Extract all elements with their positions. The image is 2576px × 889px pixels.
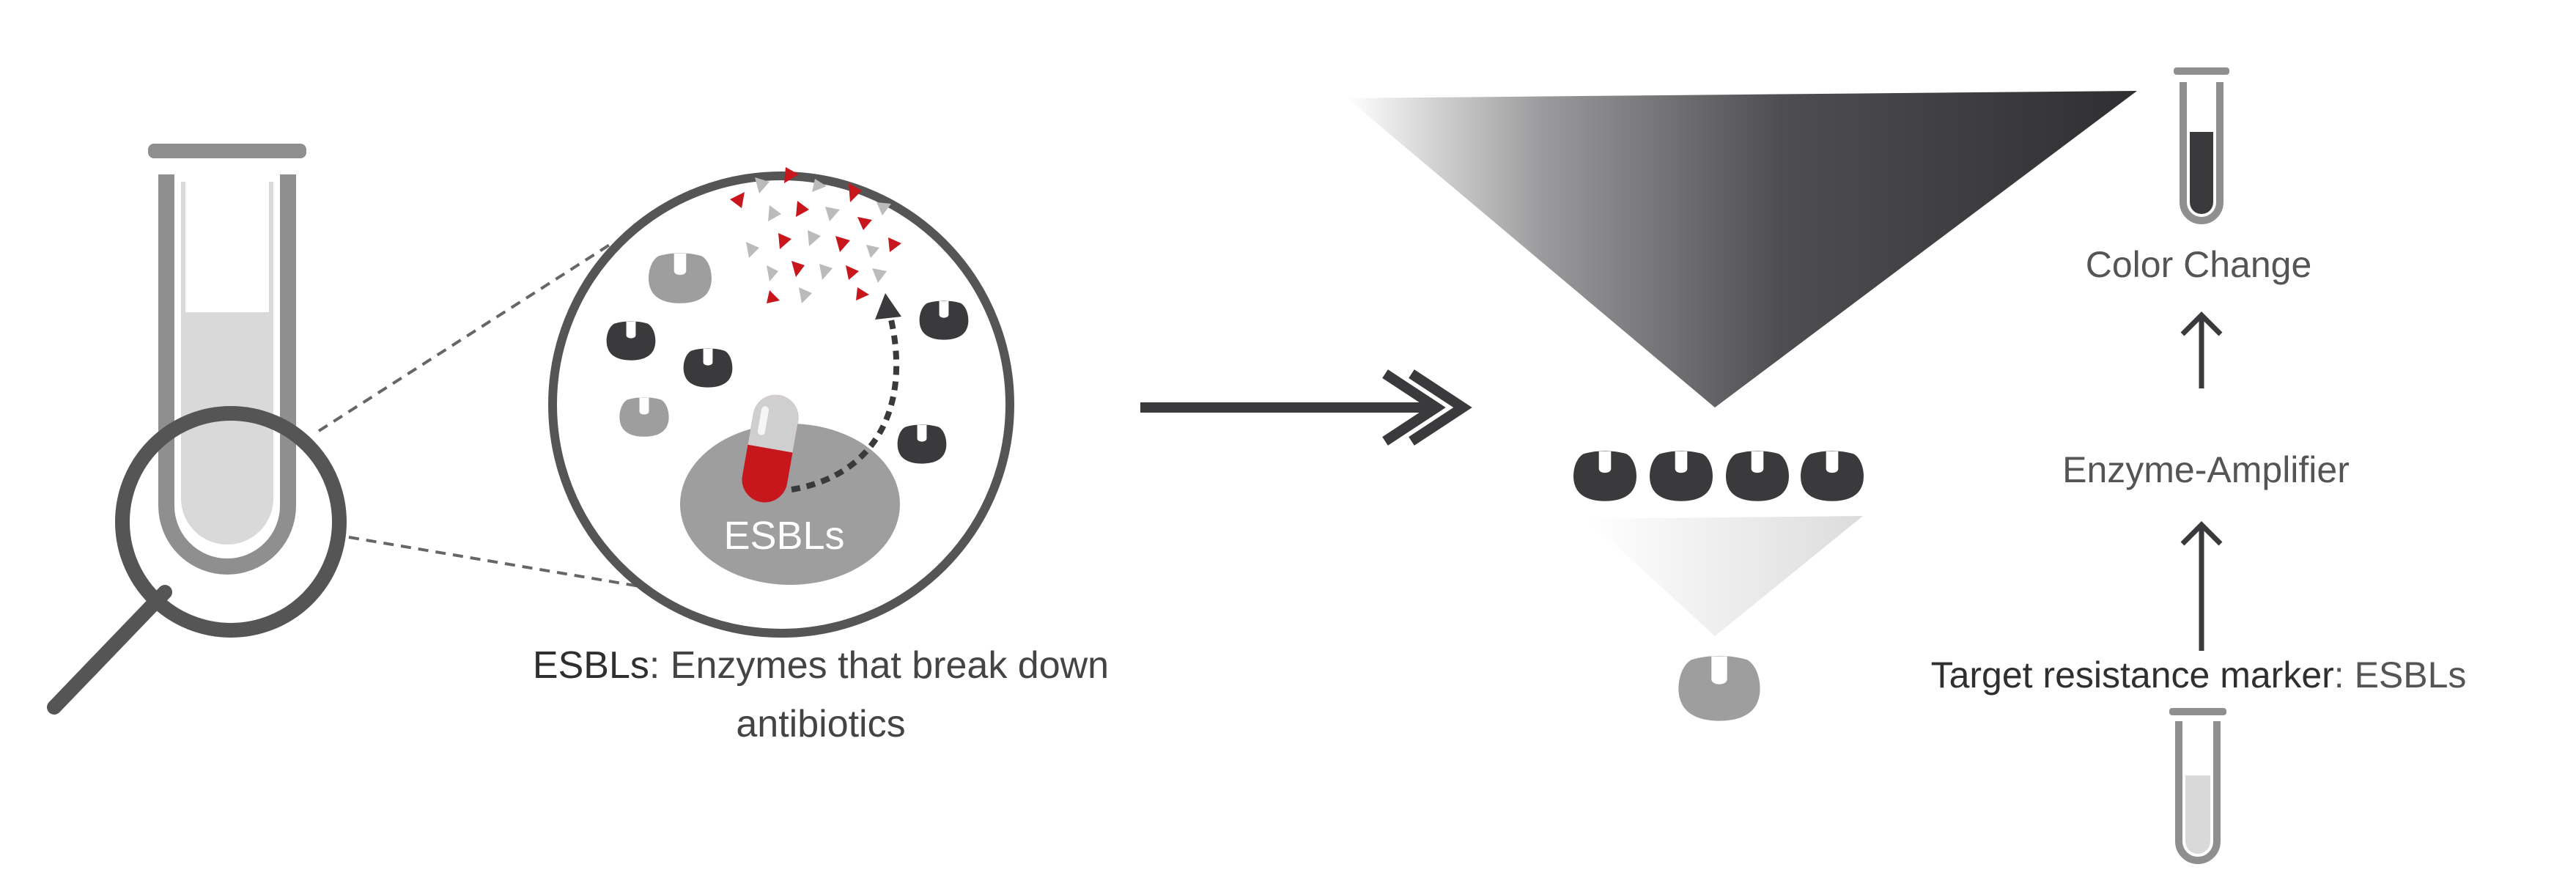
funnel-icon — [1347, 91, 2137, 407]
test-tube-icon — [2169, 708, 2226, 864]
small-funnel-icon — [1587, 516, 1863, 636]
enzyme-row — [1573, 451, 1864, 501]
enzyme-icon — [1573, 451, 1636, 501]
arrow-icon — [1140, 369, 1472, 446]
enzyme-icon — [1801, 451, 1864, 501]
caption-term: ESBLs — [532, 644, 649, 687]
breakdown-arrow — [791, 293, 901, 493]
magnifier-icon — [47, 406, 347, 715]
caption-line-2: antibiotics — [736, 703, 906, 745]
up-arrows — [2180, 311, 2223, 651]
target-marker-label: Target resistance marker: ESBLs — [1869, 654, 2528, 696]
color-change-label: Color Change — [2085, 244, 2312, 285]
esbl-blob — [680, 424, 900, 585]
enzyme-amplifier-label: Enzyme-Amplifier — [2062, 449, 2350, 490]
enzyme-icon — [1726, 451, 1789, 501]
target-term: Target resistance marker — [1930, 654, 2334, 696]
test-tube-icon — [2174, 67, 2229, 224]
antibiotic-fragments — [730, 167, 901, 303]
test-tube-icon — [148, 144, 306, 575]
zoom-guide-lines — [317, 240, 675, 594]
enzyme-icon — [1678, 655, 1760, 721]
enzyme-icon — [1650, 451, 1713, 501]
esbl-blob-label: ESBLs — [723, 514, 845, 558]
caption-definition: : Enzymes that break down — [649, 644, 1110, 687]
esbl-caption: ESBLs: Enzymes that break down antibioti… — [410, 636, 1231, 753]
target-value: : ESBLs — [2333, 654, 2467, 696]
capsule-icon — [742, 394, 799, 503]
